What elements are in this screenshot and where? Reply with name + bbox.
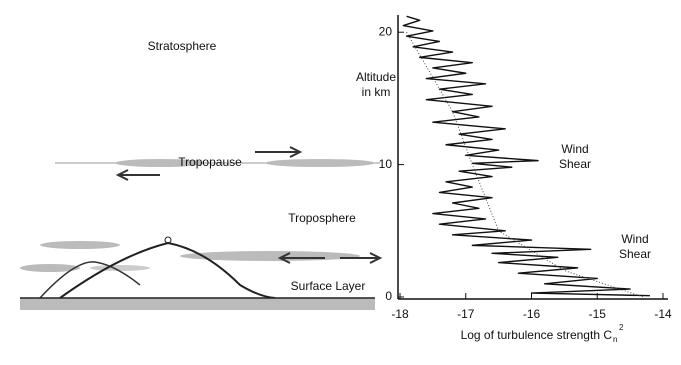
x-tick-label: -14 <box>654 307 672 321</box>
x-axis-label-sub: n <box>613 335 617 344</box>
annotation: Shear <box>619 247 651 261</box>
label: Troposphere <box>288 211 356 225</box>
y-tick-label: 20 <box>379 24 393 38</box>
cloud <box>20 264 80 272</box>
cloud <box>90 265 150 271</box>
x-tick-label: -17 <box>457 307 475 321</box>
y-tick-label: 0 <box>385 289 392 303</box>
hill <box>39 261 141 299</box>
arrow <box>255 146 303 158</box>
cloud <box>115 159 205 167</box>
arrow <box>277 252 325 264</box>
x-axis-label: Log of turbulence strength C <box>461 328 613 342</box>
y-tick-label: 10 <box>379 157 393 171</box>
atmosphere-diagram: Stratosphere Tropopause Troposphere Surf… <box>20 39 383 310</box>
x-tick-label: -16 <box>523 307 541 321</box>
x-axis-label-sup: 2 <box>619 323 624 332</box>
cloud <box>265 159 375 167</box>
ground <box>20 298 375 310</box>
mountain <box>59 241 276 299</box>
y-axis-label: Altitude <box>356 70 396 84</box>
cloud <box>40 241 120 249</box>
annotation: Wind <box>621 232 648 246</box>
arrow <box>340 252 383 264</box>
x-tick-label: -15 <box>589 307 607 321</box>
y-axis-label: in km <box>362 85 391 99</box>
data-line <box>402 15 650 297</box>
annotation: Shear <box>559 157 591 171</box>
annotation: Wind <box>561 142 588 156</box>
arrow <box>115 169 160 181</box>
label: Surface Layer <box>291 279 366 293</box>
x-tick-label: -18 <box>391 307 409 321</box>
label: Stratosphere <box>148 39 217 53</box>
data-line <box>406 31 644 298</box>
summit-marker <box>164 236 172 244</box>
label: Tropopause <box>178 155 242 169</box>
